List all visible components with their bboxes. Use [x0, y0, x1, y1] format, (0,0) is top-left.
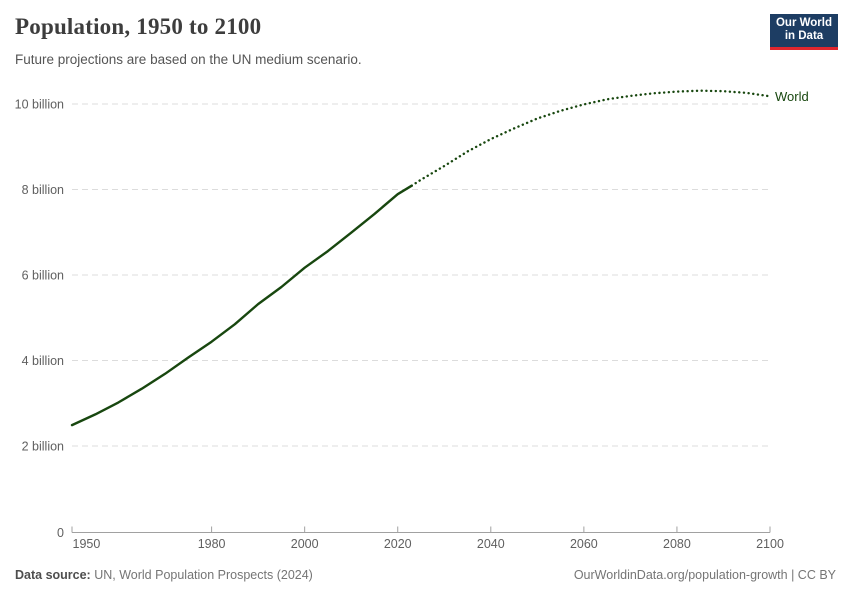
series-line-dotted[interactable] [410, 89, 772, 187]
chart-footer: Data source: UN, World Population Prospe… [15, 568, 836, 582]
data-source-text: UN, World Population Prospects (2024) [94, 568, 313, 582]
owid-logo-line2: in Data [784, 30, 824, 42]
x-axis-tick-label: 1980 [198, 537, 226, 551]
credit-link[interactable]: OurWorldinData.org/population-growth | C… [573, 568, 836, 582]
owid-logo-line1: Our World [775, 17, 832, 29]
x-axis-tick-label: 2080 [663, 537, 691, 551]
x-axis-tick-label: 2100 [756, 537, 784, 551]
data-source-label: Data source: [15, 568, 91, 582]
data-source-note: Data source: UN, World Population Prospe… [15, 568, 313, 582]
x-axis-tick-label: 2020 [384, 537, 412, 551]
y-axis-tick-label: 10 billion [15, 98, 64, 112]
x-axis-tick-label: 2000 [291, 537, 319, 551]
owid-logo[interactable]: Our World in Data [770, 14, 838, 50]
x-axis-tick-label: 1950 [73, 537, 101, 551]
y-axis-tick-label: 6 billion [22, 269, 64, 283]
page-title: Population, 1950 to 2100 [15, 14, 262, 39]
y-axis-tick-label: 4 billion [22, 354, 64, 368]
series-entity-label[interactable]: World [775, 89, 809, 105]
y-axis-tick-label: 0 [57, 526, 64, 540]
y-axis-tick-label: 8 billion [22, 183, 64, 197]
series-line-solid[interactable] [70, 184, 413, 427]
x-axis-tick-label: 2040 [477, 537, 505, 551]
x-axis-tick-label: 2060 [570, 537, 598, 551]
chart-subtitle: Future projections are based on the UN m… [15, 52, 362, 67]
y-axis-tick-label: 2 billion [22, 440, 64, 454]
